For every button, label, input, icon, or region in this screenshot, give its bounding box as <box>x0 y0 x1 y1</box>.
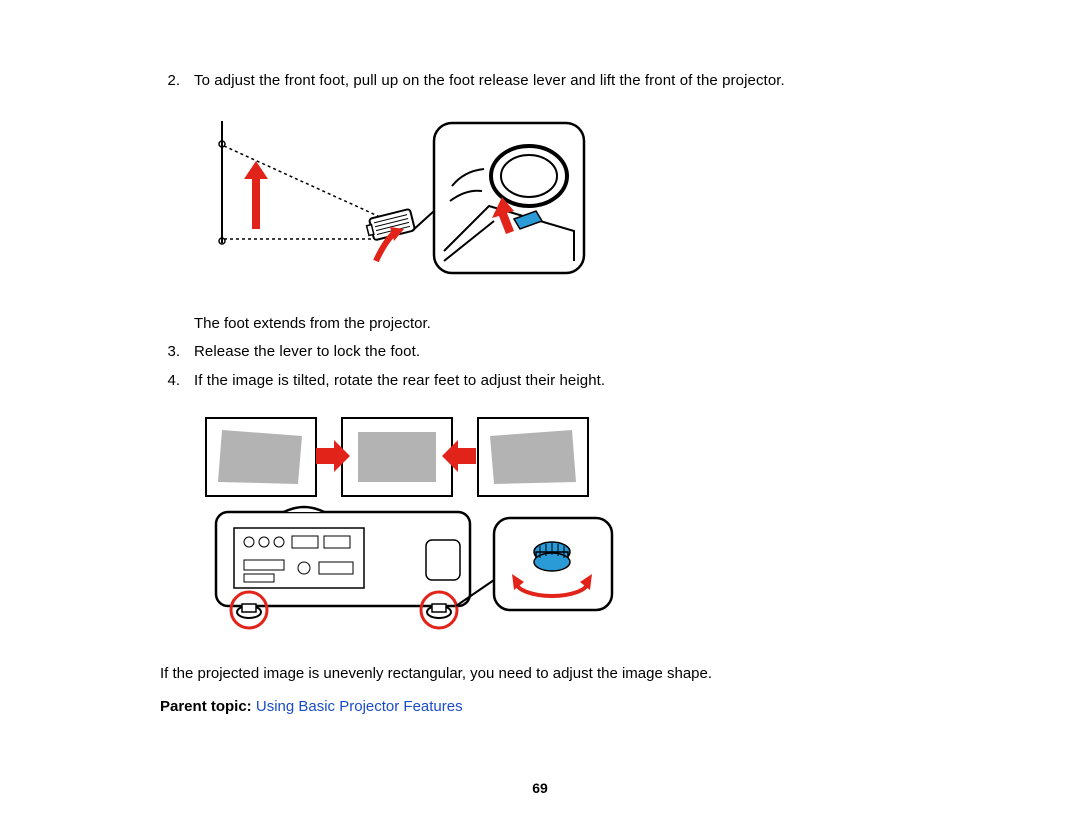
step-2-subtext: The foot extends from the projector. <box>194 313 920 336</box>
adjust-shape-note: If the projected image is unevenly recta… <box>160 663 920 686</box>
figure-1-up-arrow-icon <box>244 161 268 229</box>
figure-1-container <box>194 111 920 291</box>
figure-2-projector-bottom <box>216 507 470 628</box>
parent-topic-link[interactable]: Using Basic Projector Features <box>256 698 463 715</box>
page-number: 69 <box>0 780 1080 796</box>
figure-2-screens <box>206 418 588 496</box>
step-2-text: To adjust the front foot, pull up on the… <box>194 70 920 93</box>
figure-1-svg <box>194 111 594 291</box>
figure-2-container <box>194 410 920 635</box>
step-3-text: Release the lever to lock the foot. <box>194 341 920 364</box>
step-4-number: 4. <box>160 370 194 393</box>
figure-2-svg <box>194 410 624 635</box>
step-3-number: 3. <box>160 341 194 364</box>
step-4-text: If the image is tilted, rotate the rear … <box>194 370 920 393</box>
step-2-number: 2. <box>160 70 194 93</box>
parent-topic-label: Parent topic: <box>160 698 256 715</box>
